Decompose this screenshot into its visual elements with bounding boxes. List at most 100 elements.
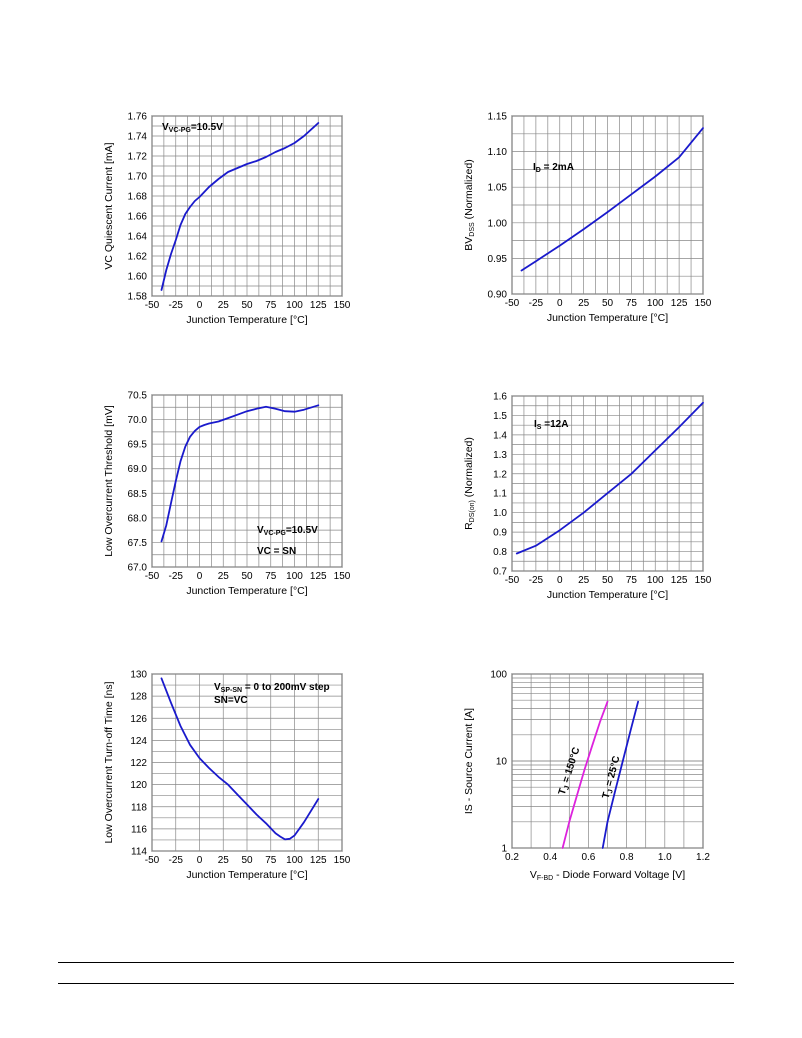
x-tick-label: 150 (334, 300, 351, 311)
y-tick-label: 69.0 (128, 464, 148, 475)
x-tick-label: -25 (169, 300, 184, 311)
series-line (520, 127, 704, 272)
x-tick-label: 75 (265, 571, 277, 582)
series-line (160, 677, 320, 841)
y-tick-label: 1.2 (493, 469, 507, 480)
x-tick-label: 150 (334, 571, 351, 582)
x-tick-label: 100 (647, 575, 664, 586)
y-tick-label: 1.62 (128, 252, 148, 263)
y-tick-label: 1.70 (128, 172, 148, 183)
x-tick-label: -50 (505, 575, 520, 586)
chart-source-current-vs-diode-voltage: 0.2 0.4 0.6 0.8 1.0 1.2 1 10 100 VF-BD - Diode Fo… (463, 670, 710, 883)
x-tick-label: 50 (602, 298, 614, 309)
x-tick-label: -25 (169, 855, 184, 866)
y-tick-label: 1 (501, 844, 507, 855)
x-tick-label: -50 (505, 298, 520, 309)
y-tick-label: 1.15 (488, 112, 508, 123)
x-tick-label: 1.0 (658, 852, 672, 863)
footer-rule-bottom (58, 983, 734, 984)
x-tick-label: 150 (334, 855, 351, 866)
y-tick-label: 114 (131, 847, 147, 858)
y-tick-label: 1.76 (128, 112, 148, 123)
x-tick-label: 150 (695, 575, 712, 586)
annotation: IS =12A (534, 419, 568, 431)
y-axis-label: IS - Source Current [A] (463, 708, 475, 814)
x-tick-label: 125 (310, 571, 327, 582)
y-tick-label: 1.60 (128, 272, 148, 283)
y-tick-label: 122 (130, 758, 147, 769)
x-tick-label: 0 (557, 575, 563, 586)
x-tick-label: 0.2 (505, 852, 519, 863)
x-tick-label: 100 (286, 571, 303, 582)
y-tick-label: 1.74 (128, 132, 148, 143)
annotation: ID = 2mA (533, 162, 574, 174)
x-tick-label: 50 (602, 575, 614, 586)
y-tick-label: 68.5 (128, 489, 148, 500)
y-tick-label: 1.72 (128, 152, 148, 163)
x-tick-label: -50 (145, 300, 160, 311)
y-tick-label: 1.1 (493, 489, 507, 500)
y-tick-label: 118 (131, 802, 147, 813)
x-tick-label: 25 (218, 300, 230, 311)
y-tick-label: 1.6 (493, 392, 507, 403)
chart-rdson-normalized: -50 -25 0 25 50 75 100 125 150 0.7 0.8 0.9 1.0 1.1 1.2… (463, 392, 712, 602)
y-axis-label: Low Overcurrent Threshold [mV] (103, 405, 115, 557)
x-tick-label: 75 (626, 298, 638, 309)
y-tick-label: 1.00 (488, 218, 508, 229)
x-tick-label: 100 (647, 298, 664, 309)
y-tick-label: 67.5 (128, 538, 148, 549)
x-tick-label: 25 (218, 855, 230, 866)
y-tick-label: 1.66 (128, 212, 148, 223)
x-tick-label: -50 (145, 571, 160, 582)
y-tick-label: 128 (130, 692, 147, 703)
x-tick-label: 0 (197, 855, 203, 866)
y-tick-label: 1.64 (128, 232, 148, 243)
y-tick-label: 69.5 (128, 440, 148, 451)
y-tick-label: 1.05 (488, 183, 508, 194)
gridlines (511, 395, 704, 572)
x-tick-label: 125 (310, 855, 327, 866)
x-tick-label: -25 (529, 298, 544, 309)
x-axis-label: Junction Temperature [°C] (186, 314, 307, 326)
chart-low-overcurrent-turnoff-time: -50 -25 0 25 50 75 100 125 150 114 116 118 120 122 124… (103, 670, 351, 882)
annotation: VSP-SN = 0 to 200mV step (214, 682, 330, 694)
x-tick-label: 50 (241, 571, 253, 582)
annotation: VVC-PG=10.5V (162, 122, 223, 134)
gridlines (511, 115, 704, 295)
series-line (561, 700, 609, 849)
annotation: VVC-PG=10.5V (257, 525, 318, 537)
x-tick-label: 0.6 (581, 852, 595, 863)
y-tick-label: 1.5 (493, 411, 507, 422)
x-tick-label: 75 (265, 855, 277, 866)
y-tick-label: 0.9 (493, 528, 507, 539)
x-tick-label: 150 (695, 298, 712, 309)
x-tick-label: 125 (671, 298, 688, 309)
x-tick-label: -25 (169, 571, 184, 582)
y-axis-label: RDS(on) (Normalized) (463, 437, 476, 530)
x-tick-label: 25 (578, 575, 590, 586)
series-line (601, 700, 639, 849)
y-tick-label: 130 (130, 670, 147, 681)
gridlines (151, 394, 343, 568)
y-tick-label: 0.7 (493, 567, 507, 578)
x-axis-label: Junction Temperature [°C] (186, 869, 307, 881)
x-axis-label: Junction Temperature [°C] (547, 312, 668, 324)
series-line (160, 122, 320, 291)
y-tick-label: 0.90 (488, 290, 508, 301)
y-tick-label: 0.8 (493, 547, 507, 558)
chart-vc-quiescent-current: -50 -25 0 25 50 75 100 125 150 1.58 1.60 1.62 1.64 1.… (103, 112, 351, 327)
y-tick-label: 1.58 (128, 292, 148, 303)
x-tick-label: 25 (218, 571, 230, 582)
y-tick-label: 126 (130, 714, 147, 725)
y-tick-label: 100 (490, 670, 507, 681)
y-tick-label: 68.0 (128, 513, 148, 524)
gridlines (511, 673, 704, 849)
x-tick-label: 50 (241, 300, 253, 311)
y-tick-label: 70.0 (128, 415, 148, 426)
x-tick-label: 0 (197, 300, 203, 311)
y-tick-label: 124 (130, 736, 147, 747)
x-tick-label: 100 (286, 855, 303, 866)
annotation: VC = SN (257, 546, 296, 557)
x-tick-label: 1.2 (696, 852, 710, 863)
